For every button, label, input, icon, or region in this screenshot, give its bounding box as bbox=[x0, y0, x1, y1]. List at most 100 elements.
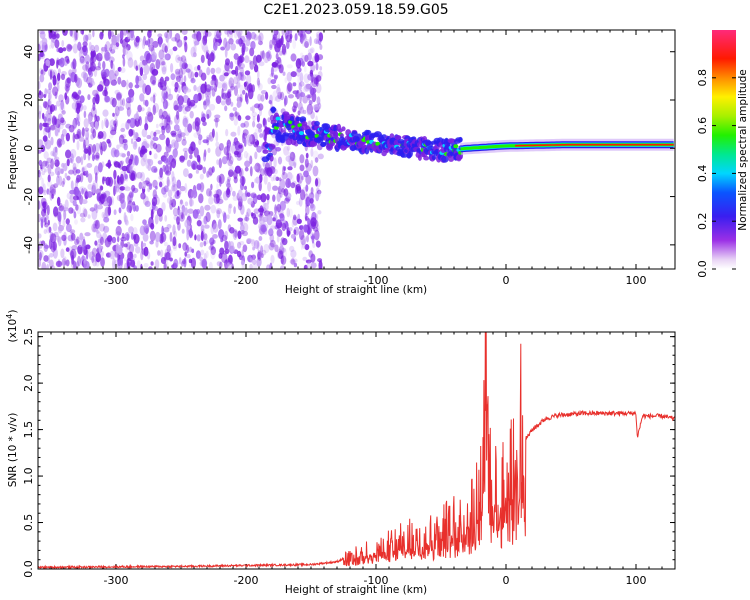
noise-speckle bbox=[104, 95, 111, 103]
noise-speckle bbox=[184, 125, 190, 137]
noise-speckle bbox=[129, 165, 134, 173]
noise-speckle bbox=[60, 99, 64, 111]
signal-blob bbox=[318, 136, 326, 141]
noise-speckle bbox=[154, 214, 159, 225]
noise-speckle bbox=[241, 176, 245, 187]
noise-speckle bbox=[86, 163, 93, 168]
signal-blob bbox=[381, 134, 387, 139]
noise-speckle bbox=[303, 73, 310, 84]
noise-speckle bbox=[281, 43, 287, 55]
noise-speckle bbox=[74, 180, 79, 189]
noise-speckle bbox=[206, 31, 212, 37]
noise-speckle bbox=[143, 223, 150, 234]
noise-speckle bbox=[172, 236, 177, 247]
chart-title: C2E1.2023.059.18.59.G05 bbox=[263, 2, 448, 18]
noise-speckle bbox=[62, 177, 66, 185]
noise-speckle bbox=[174, 140, 179, 150]
noise-speckle bbox=[234, 85, 238, 96]
noise-speckle bbox=[87, 94, 91, 101]
noise-speckle bbox=[315, 75, 322, 82]
noise-speckle bbox=[103, 225, 110, 233]
noise-speckle bbox=[230, 143, 237, 154]
noise-speckle bbox=[38, 233, 42, 239]
noise-speckle bbox=[302, 30, 306, 35]
noise-speckle bbox=[54, 166, 62, 176]
noise-speckle bbox=[38, 105, 43, 115]
noise-speckle bbox=[136, 64, 141, 71]
noise-speckle bbox=[272, 174, 277, 181]
noise-speckle bbox=[44, 222, 49, 228]
noise-speckle bbox=[285, 30, 290, 35]
noise-speckle bbox=[174, 68, 181, 75]
noise-speckle bbox=[161, 125, 166, 135]
noise-speckle bbox=[52, 222, 58, 232]
noise-speckle bbox=[302, 256, 308, 262]
noise-speckle bbox=[95, 188, 101, 195]
noise-speckle bbox=[173, 230, 177, 238]
noise-speckle bbox=[178, 74, 184, 85]
noise-speckle bbox=[135, 37, 142, 43]
noise-speckle bbox=[78, 136, 85, 142]
noise-speckle bbox=[172, 148, 178, 158]
snr-y-multiplier: (x104) bbox=[5, 310, 19, 343]
noise-speckle bbox=[196, 208, 201, 215]
noise-speckle bbox=[265, 91, 269, 100]
noise-speckle bbox=[188, 146, 194, 155]
noise-speckle bbox=[163, 151, 169, 158]
noise-speckle bbox=[83, 260, 90, 269]
noise-speckle bbox=[157, 33, 163, 38]
noise-speckle bbox=[190, 189, 197, 200]
noise-speckle bbox=[126, 50, 133, 61]
noise-speckle bbox=[272, 185, 279, 191]
noise-speckle bbox=[54, 159, 60, 167]
noise-speckle bbox=[274, 204, 277, 215]
noise-speckle bbox=[172, 224, 176, 235]
noise-speckle bbox=[113, 178, 117, 186]
noise-speckle bbox=[295, 200, 301, 206]
noise-speckle bbox=[225, 180, 231, 186]
noise-speckle bbox=[50, 39, 55, 49]
noise-speckle bbox=[252, 259, 257, 265]
noise-speckle bbox=[216, 159, 220, 165]
noise-speckle bbox=[86, 243, 91, 254]
noise-speckle bbox=[140, 240, 144, 252]
noise-speckle bbox=[61, 128, 67, 137]
signal-blob bbox=[283, 113, 291, 122]
noise-speckle bbox=[151, 52, 157, 61]
noise-speckle bbox=[226, 178, 231, 186]
noise-speckle bbox=[228, 169, 234, 177]
noise-speckle bbox=[117, 219, 122, 225]
noise-speckle bbox=[199, 205, 205, 217]
noise-speckle bbox=[308, 192, 315, 200]
noise-speckle bbox=[251, 239, 256, 247]
noise-speckle bbox=[58, 94, 64, 103]
signal-blob bbox=[298, 131, 304, 136]
noise-speckle bbox=[276, 83, 281, 92]
noise-speckle bbox=[245, 211, 249, 223]
noise-speckle bbox=[114, 105, 120, 117]
noise-speckle bbox=[242, 89, 246, 95]
noise-speckle bbox=[126, 233, 130, 241]
noise-speckle bbox=[250, 40, 256, 50]
noise-speckle bbox=[204, 224, 210, 229]
noise-speckle bbox=[47, 117, 52, 125]
noise-speckle bbox=[278, 177, 282, 182]
noise-speckle bbox=[135, 246, 141, 254]
noise-speckle bbox=[236, 82, 241, 89]
noise-speckle bbox=[173, 124, 180, 132]
noise-speckle bbox=[57, 225, 63, 234]
noise-speckle bbox=[258, 32, 264, 43]
noise-speckle bbox=[219, 247, 225, 255]
noise-speckle bbox=[71, 254, 74, 265]
noise-speckle bbox=[294, 33, 298, 41]
noise-speckle bbox=[206, 136, 210, 146]
noise-speckle bbox=[143, 64, 150, 75]
noise-speckle bbox=[54, 105, 57, 111]
noise-speckle bbox=[266, 214, 273, 226]
noise-speckle bbox=[233, 231, 238, 241]
colorbar-tick-label: 0.4 bbox=[696, 165, 709, 183]
noise-speckle bbox=[177, 95, 184, 106]
noise-speckle bbox=[257, 103, 264, 111]
noise-speckle bbox=[187, 123, 193, 133]
noise-speckle bbox=[215, 67, 222, 74]
